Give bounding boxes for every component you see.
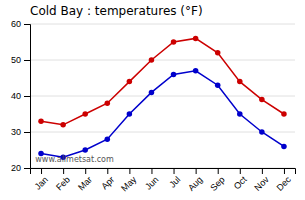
marker bbox=[281, 111, 287, 117]
y-tick-mark bbox=[24, 24, 30, 25]
x-tick-label: May bbox=[119, 174, 138, 193]
grid-line bbox=[30, 60, 295, 61]
x-axis: JanFebMar AprMay Jun Jul AugSep OctNovDec bbox=[31, 168, 296, 194]
x-tick: Jun bbox=[143, 168, 160, 192]
x-tick-label: Dec bbox=[274, 174, 293, 193]
series-line bbox=[41, 71, 284, 157]
marker bbox=[127, 79, 133, 85]
x-tick: Oct bbox=[232, 168, 249, 191]
x-tick: Aug bbox=[186, 168, 204, 193]
marker bbox=[105, 136, 111, 142]
y-tick-label: 30 bbox=[11, 127, 21, 137]
y-tick-mark bbox=[24, 132, 30, 133]
marker bbox=[171, 39, 177, 45]
marker bbox=[259, 97, 265, 103]
x-tick-label: Apr bbox=[99, 174, 116, 191]
grid-line bbox=[30, 132, 295, 133]
x-tick-mark bbox=[284, 168, 285, 174]
y-tick-mark bbox=[24, 60, 30, 61]
y-tick: 50 bbox=[11, 55, 30, 65]
x-tick-label: Feb bbox=[54, 174, 72, 192]
x-tick-mark bbox=[107, 168, 108, 174]
marker bbox=[281, 144, 287, 150]
x-tick-label: Oct bbox=[232, 174, 249, 191]
y-tick: 30 bbox=[11, 127, 30, 137]
marker bbox=[237, 111, 243, 117]
x-tick-label: Sep bbox=[208, 174, 226, 192]
x-tick: Jul bbox=[167, 168, 182, 190]
y-tick-label: 50 bbox=[11, 55, 21, 65]
x-tick-label: Mar bbox=[76, 174, 94, 192]
x-tick-mark bbox=[240, 168, 241, 174]
x-tick-mark bbox=[262, 168, 263, 174]
marker bbox=[215, 82, 221, 88]
y-tick-label: 60 bbox=[11, 19, 21, 29]
title: Cold Bay : temperatures (°F) bbox=[30, 4, 203, 18]
marker bbox=[215, 50, 221, 56]
marker bbox=[82, 147, 88, 153]
x-tick: Apr bbox=[99, 168, 116, 191]
marker bbox=[259, 129, 265, 135]
marker bbox=[127, 111, 133, 117]
marker bbox=[38, 118, 44, 124]
marks bbox=[38, 36, 286, 160]
x-tick-label: Jul bbox=[167, 174, 182, 189]
x-tick-mark bbox=[129, 168, 130, 174]
x-tick-mark bbox=[85, 168, 86, 174]
x-tick-mark bbox=[41, 168, 42, 174]
y-tick-mark bbox=[24, 96, 30, 97]
y-tick: 40 bbox=[11, 91, 30, 101]
x-tick: Mar bbox=[76, 168, 94, 192]
marker bbox=[82, 111, 88, 117]
grid-line bbox=[30, 24, 295, 25]
x-tick-mark bbox=[63, 168, 64, 174]
watermark: www.allmetsat.com bbox=[35, 155, 114, 164]
marker bbox=[193, 36, 199, 42]
x-tick: Jan bbox=[33, 168, 50, 192]
x-tick-mark bbox=[196, 168, 197, 174]
marker bbox=[237, 79, 243, 85]
x-tick-mark bbox=[151, 168, 152, 174]
y-axis-line bbox=[24, 25, 31, 169]
x-tick-mark bbox=[174, 168, 175, 174]
x-tick: May bbox=[119, 168, 138, 194]
x-tick-label: Jan bbox=[33, 174, 50, 191]
y-tick-label: 20 bbox=[11, 163, 21, 173]
x-tick-mark bbox=[218, 168, 219, 174]
marker bbox=[149, 57, 155, 63]
chart: 20 30 40 50 60 JanFebMar AprMay Jun Jul AugSep Oct… bbox=[0, 0, 305, 200]
marker bbox=[105, 100, 111, 106]
chart-container: 20 30 40 50 60 JanFebMar AprMay Jun Jul AugSep Oct… bbox=[0, 0, 305, 200]
marker bbox=[171, 72, 177, 78]
x-axis-line bbox=[31, 169, 296, 175]
x-tick-label: Aug bbox=[186, 174, 204, 192]
series-line bbox=[41, 38, 284, 124]
grid-line bbox=[30, 96, 295, 97]
y-tick-label: 40 bbox=[11, 91, 21, 101]
grid bbox=[30, 24, 295, 168]
x-tick-label: Jun bbox=[143, 174, 160, 191]
y-tick-mark bbox=[24, 168, 30, 169]
x-tick: Nov bbox=[252, 168, 271, 193]
y-tick: 20 bbox=[11, 163, 30, 173]
x-tick: Dec bbox=[274, 168, 293, 193]
plot-area: 20 30 40 50 60 JanFebMar AprMay Jun Jul AugSep Oct… bbox=[11, 19, 296, 193]
y-tick: 60 bbox=[11, 19, 30, 29]
marker bbox=[60, 122, 66, 128]
marker bbox=[149, 90, 155, 96]
y-axis: 20 30 40 50 60 bbox=[11, 19, 31, 173]
x-tick: Feb bbox=[54, 168, 72, 192]
marker bbox=[193, 68, 199, 74]
x-tick: Sep bbox=[208, 168, 226, 193]
x-tick-label: Nov bbox=[252, 174, 271, 193]
